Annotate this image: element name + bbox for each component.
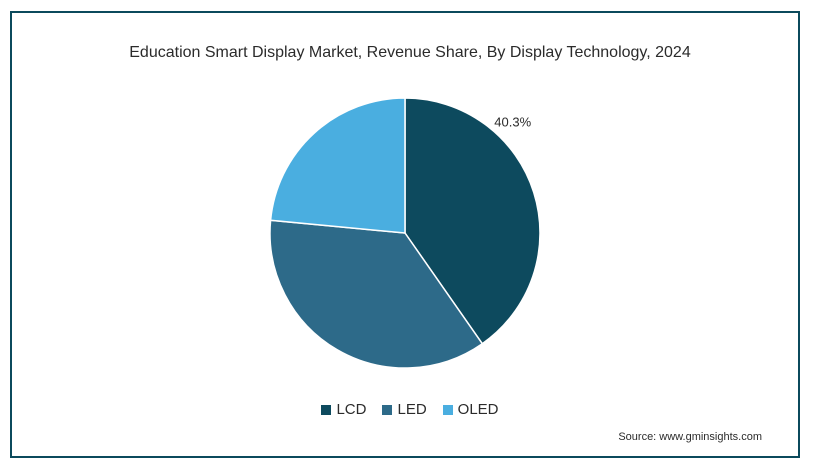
- pie-data-labels: 40.3%: [494, 114, 531, 129]
- source-note: Source: www.gminsights.com: [618, 431, 762, 443]
- legend-swatch-oled: [442, 404, 453, 415]
- legend-item-oled: OLED: [442, 401, 499, 418]
- chart-title: Education Smart Display Market, Revenue …: [129, 44, 691, 61]
- legend-label-led: LED: [397, 401, 427, 418]
- pie-slices: [269, 97, 541, 369]
- legend-item-led: LED: [382, 401, 427, 418]
- data-label-lcd: 40.3%: [494, 114, 531, 129]
- legend-item-lcd: LCD: [321, 401, 366, 418]
- pie-slice-oled: [269, 97, 406, 234]
- legend-label-oled: OLED: [457, 401, 499, 418]
- legend: LCD LED OLED: [0, 401, 820, 418]
- legend-label-lcd: LCD: [336, 401, 367, 418]
- pie-slice-lcd: [404, 97, 541, 345]
- pie-slice-led: [269, 219, 484, 369]
- legend-swatch-led: [382, 404, 393, 415]
- legend-swatch-lcd: [321, 404, 332, 415]
